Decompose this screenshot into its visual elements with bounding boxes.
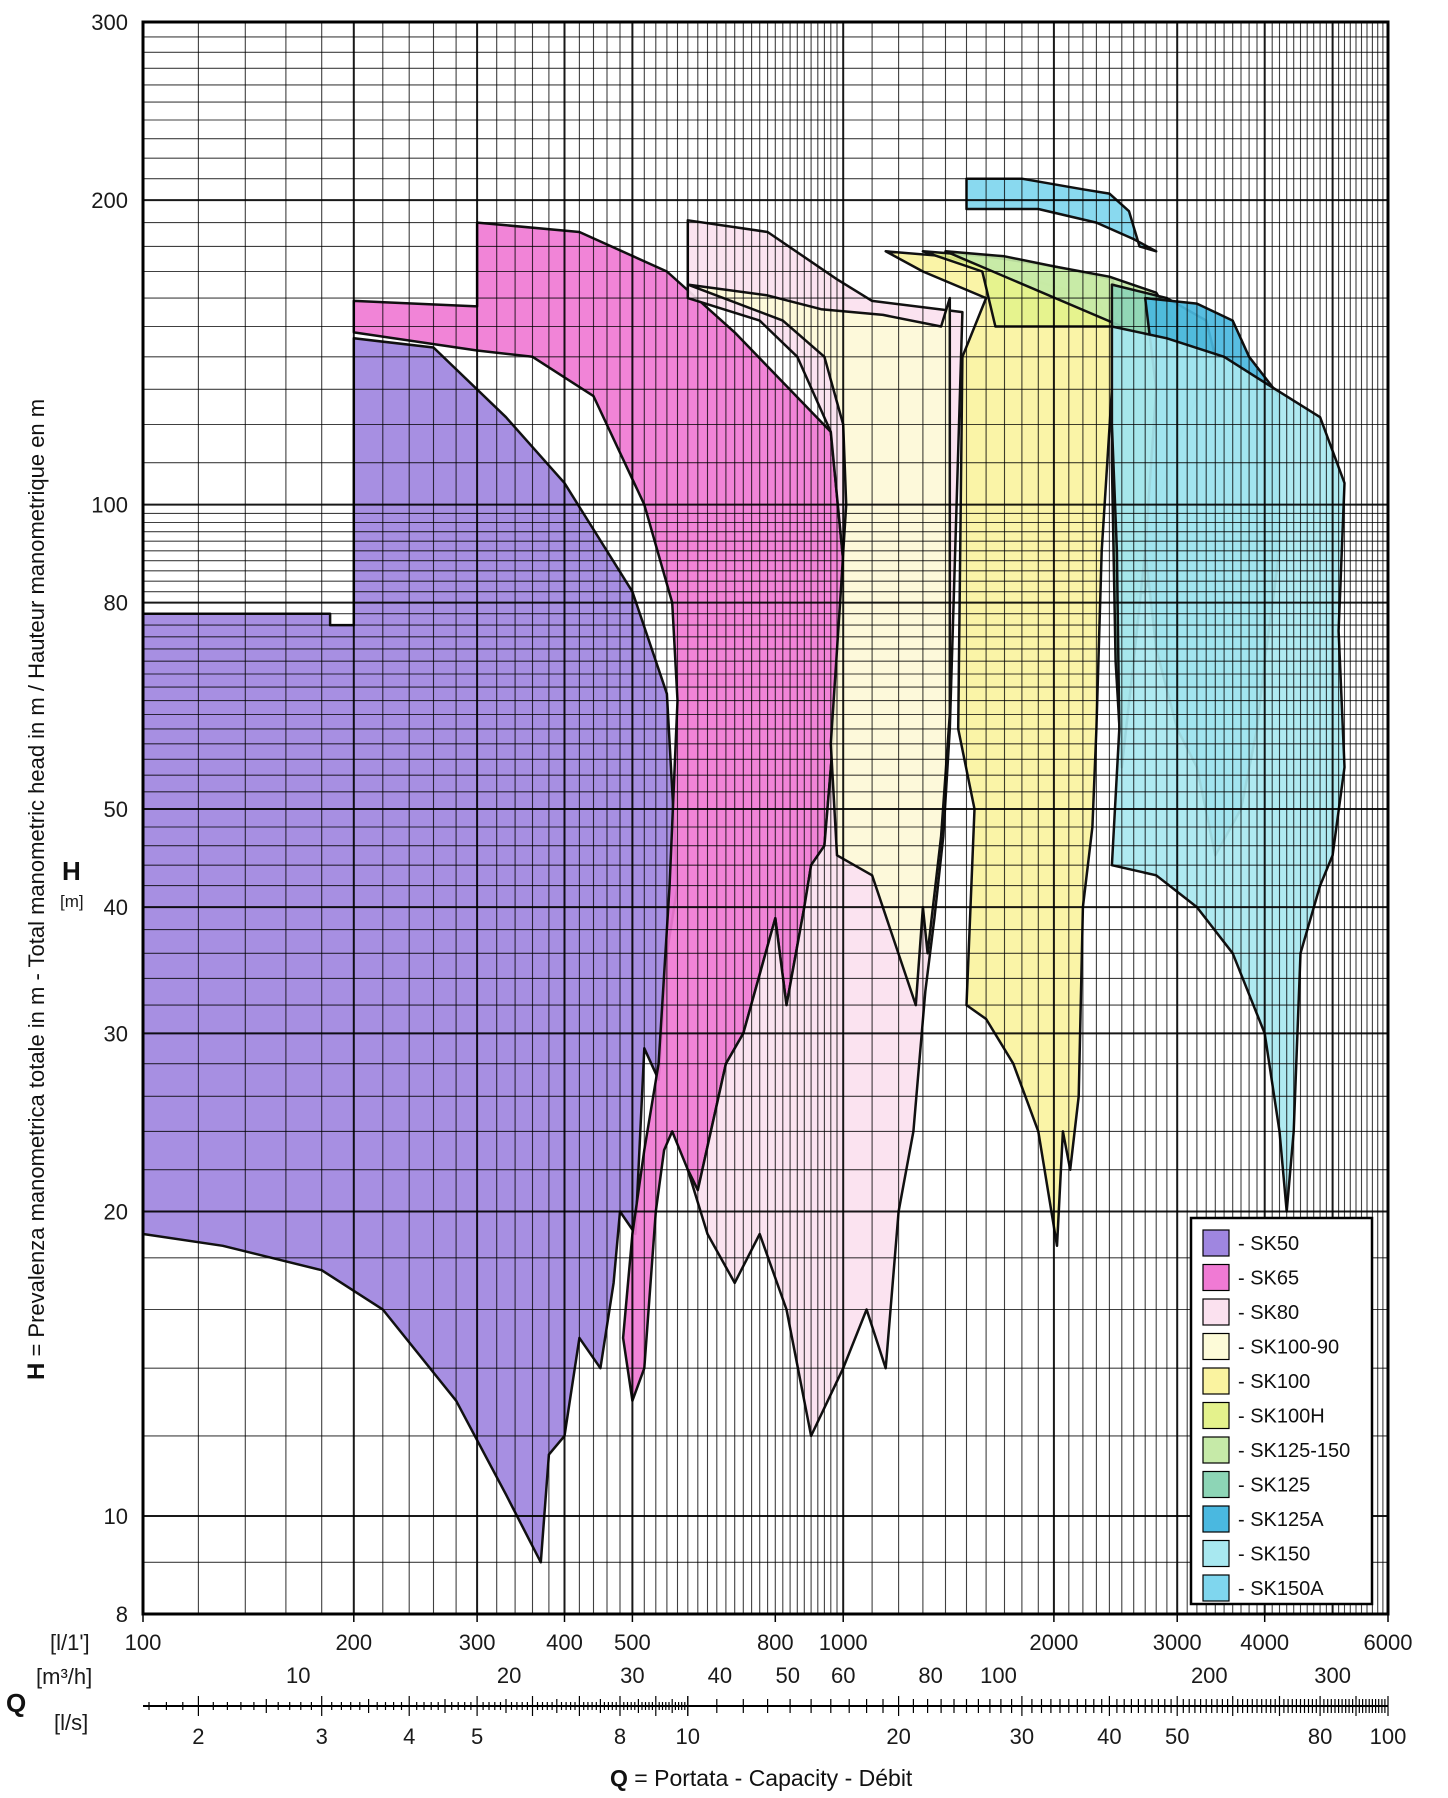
x-tick-label-lpm: 3000 (1153, 1630, 1202, 1655)
x-tick-label-m3h: 40 (708, 1663, 732, 1688)
x-tick-label-m3h: 60 (831, 1663, 855, 1688)
y-tick-label: 8 (116, 1602, 128, 1627)
x-tick-label-m3h: 30 (620, 1663, 644, 1688)
y-tick-label: 10 (104, 1504, 128, 1529)
x-tick-label-m3h: 300 (1314, 1663, 1351, 1688)
legend-label-9: - SK150 (1238, 1544, 1310, 1566)
x-axis-unit-m3h: [m³/h] (36, 1664, 92, 1689)
y-axis-unit: [m] (60, 892, 84, 911)
x-tick-label-lpm: 4000 (1240, 1630, 1289, 1655)
y-axis-title: H = Prevalenza manometrica totale in m -… (23, 399, 50, 1380)
x-tick-label-lpm: 200 (335, 1630, 372, 1655)
legend-label-1: - SK65 (1238, 1268, 1299, 1290)
x-tick-label-ls: 8 (614, 1724, 626, 1749)
x-tick-label-lpm: 2000 (1029, 1630, 1078, 1655)
x-tick-label-m3h: 10 (286, 1663, 310, 1688)
legend-swatch-0 (1202, 1229, 1230, 1257)
y-tick-label: 200 (91, 188, 128, 213)
x-tick-label-ls: 50 (1165, 1724, 1189, 1749)
legend-label-10: - SK150A (1238, 1578, 1324, 1600)
x-tick-label-ls: 2 (192, 1724, 204, 1749)
legend-label-0: - SK50 (1238, 1233, 1299, 1255)
x-tick-label-ls: 100 (1370, 1724, 1407, 1749)
x-tick-label-lpm: 300 (459, 1630, 496, 1655)
legend-label-6: - SK125-150 (1238, 1440, 1350, 1462)
series-area-10 (965, 177, 1158, 253)
x-tick-label-m3h: 200 (1191, 1663, 1228, 1688)
legend-swatch-9 (1202, 1539, 1230, 1568)
x-tick-label-ls: 5 (471, 1724, 483, 1749)
legend-label-5: - SK100H (1238, 1406, 1325, 1428)
series-area-1 (352, 221, 845, 1402)
y-tick-label: 80 (104, 591, 128, 616)
x-tick-label-lpm: 6000 (1364, 1630, 1413, 1655)
y-tick-label: 300 (91, 10, 128, 35)
ls-scale-ticks (142, 1614, 1389, 1716)
x-tick-label-ls: 4 (403, 1724, 415, 1749)
legend-swatch-8 (1202, 1505, 1230, 1533)
x-tick-label-m3h: 80 (918, 1663, 942, 1688)
x-tick-label-lpm: 400 (546, 1630, 583, 1655)
legend-label-2: - SK80 (1238, 1302, 1299, 1324)
x-tick-label-ls: 40 (1097, 1724, 1121, 1749)
x-tick-label-m3h: 20 (497, 1663, 521, 1688)
x-axis-unit-ls: [l/s] (54, 1710, 88, 1735)
y-axis-symbol: H (62, 856, 81, 886)
legend-swatch-3 (1202, 1332, 1230, 1361)
y-tick-label: 30 (104, 1021, 128, 1046)
x-axis-title-text: = Portata - Capacity - Débit (628, 1765, 913, 1791)
x-tick-label-lpm: 1000 (819, 1630, 868, 1655)
legend-swatch-6 (1202, 1436, 1230, 1464)
series-layer (143, 177, 1346, 1564)
x-tick-labels: 100 200 300 400 500 800 1000 2000 3000 4000 6000 10… (125, 1630, 1413, 1749)
legend-swatch-4 (1202, 1367, 1230, 1395)
y-tick-label: 40 (104, 895, 128, 920)
legend-swatch-7 (1202, 1470, 1230, 1499)
y-tick-label: 20 (104, 1200, 128, 1225)
x-axis-title: Q = Portata - Capacity - Débit (610, 1765, 913, 1791)
y-tick-label: 50 (104, 797, 128, 822)
x-tick-label-ls: 30 (1010, 1724, 1034, 1749)
legend: - SK50 - SK65 - SK80 - SK100-90 - SK100 - SK1… (1189, 1216, 1374, 1606)
x-axis-unit-lpm: [l/1'] (50, 1630, 90, 1655)
legend-label-7: - SK125 (1238, 1475, 1310, 1497)
x-tick-label-lpm: 100 (125, 1630, 162, 1655)
x-tick-label-m3h: 50 (775, 1663, 799, 1688)
x-tick-label-ls: 10 (676, 1724, 700, 1749)
x-tick-label-ls: 20 (886, 1724, 910, 1749)
x-axis-symbol: Q (6, 1688, 26, 1718)
y-axis-title-bold: H (23, 1363, 50, 1380)
legend-swatch-5 (1202, 1401, 1230, 1430)
plot-frame (141, 20, 1390, 1616)
y-axis-title-text: = Prevalenza manometrica totale in m - T… (24, 399, 49, 1363)
legend-swatch-1 (1202, 1263, 1230, 1292)
x-tick-label-m3h: 100 (980, 1663, 1017, 1688)
legend-swatch-10 (1202, 1574, 1230, 1602)
x-tick-label-lpm: 500 (614, 1630, 651, 1655)
legend-label-4: - SK100 (1238, 1371, 1310, 1393)
x-tick-label-ls: 80 (1308, 1724, 1332, 1749)
y-tick-labels: 300 200 100 80 50 40 30 20 10 8 (91, 10, 128, 1627)
x-tick-label-lpm: 800 (757, 1630, 794, 1655)
y-tick-label: 100 (91, 493, 128, 518)
x-tick-label-ls: 3 (316, 1724, 328, 1749)
legend-swatch-2 (1202, 1298, 1230, 1326)
legend-label-8: - SK125A (1238, 1509, 1324, 1531)
x-axis-title-bold: Q (610, 1765, 628, 1791)
legend-label-3: - SK100-90 (1238, 1337, 1339, 1359)
